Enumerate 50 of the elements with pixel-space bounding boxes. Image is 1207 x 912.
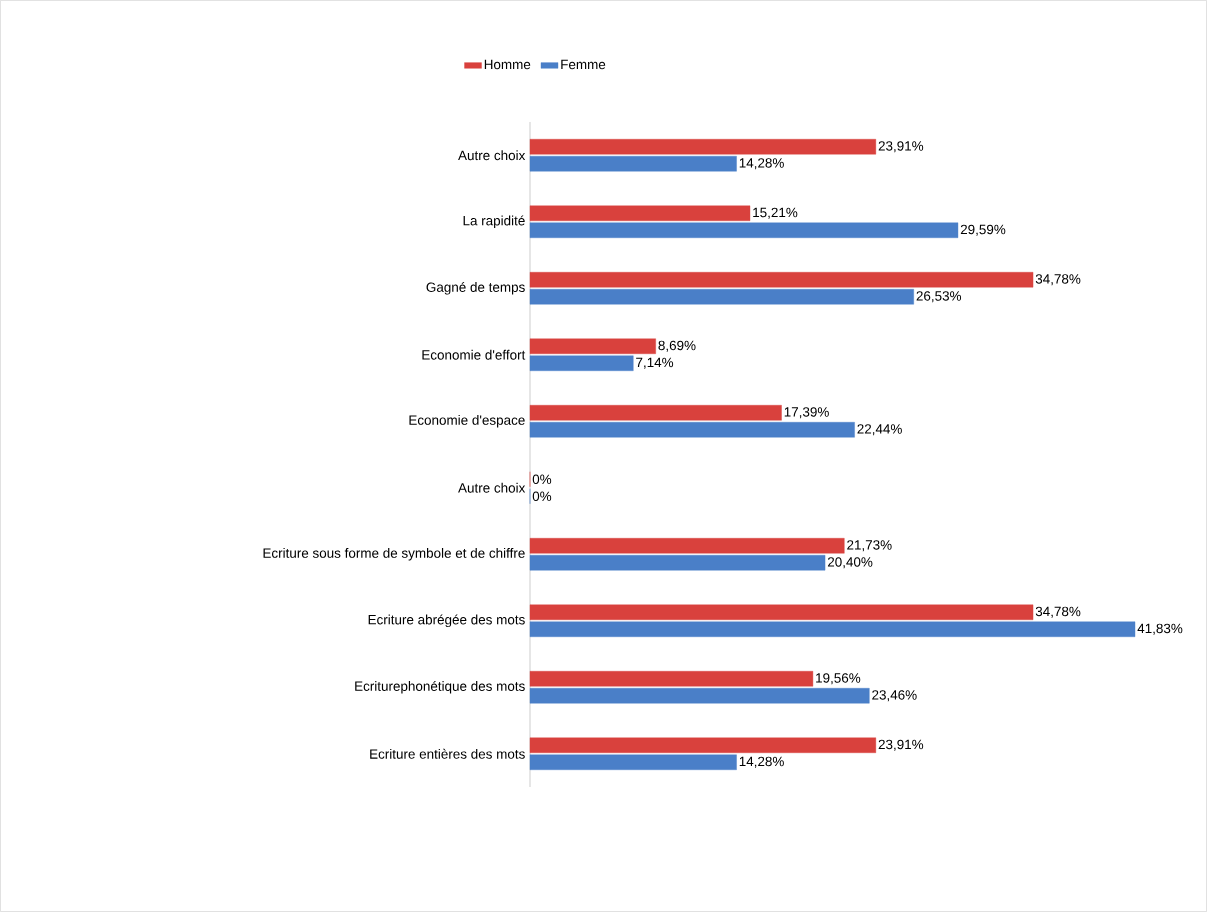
data-label: 14,28% — [739, 756, 784, 768]
bar — [529, 205, 751, 221]
bar — [529, 688, 870, 704]
data-label: 29,59% — [960, 224, 1006, 236]
bar — [529, 737, 877, 753]
bar — [529, 222, 959, 238]
bar — [529, 538, 845, 554]
bar — [529, 604, 1034, 620]
bar — [529, 555, 826, 571]
data-label: 23,46% — [872, 690, 917, 702]
data-label: 19,56% — [816, 673, 861, 685]
data-label: 23,91% — [878, 739, 924, 751]
data-label: 8,69% — [658, 340, 696, 352]
data-label: 34,78% — [1035, 606, 1081, 618]
legend-label: Femme — [561, 59, 606, 70]
bar — [529, 289, 914, 305]
y-tick-label: Ecriturephonétique des mots — [355, 680, 525, 694]
y-tick-label: Ecriture entières des mots — [370, 748, 525, 759]
y-tick-label: La rapidité — [463, 215, 525, 229]
bar — [529, 754, 737, 770]
bar — [529, 272, 1034, 288]
data-label: 0% — [532, 491, 552, 502]
data-label: 17,39% — [784, 407, 829, 419]
data-label: 41,83% — [1137, 623, 1183, 635]
bar — [529, 422, 855, 438]
y-tick-label: Autre choix — [458, 482, 526, 493]
data-label: 21,73% — [847, 540, 892, 552]
bar — [529, 139, 877, 155]
bar — [529, 621, 1136, 637]
data-label: 22,44% — [857, 424, 902, 436]
data-label: 20,40% — [827, 557, 873, 569]
y-tick-label: Autre choix — [458, 150, 526, 161]
bar — [529, 671, 814, 687]
y-tick-label: Economie d'effort — [422, 349, 526, 360]
y-tick-label: Economie d'espace — [409, 414, 525, 428]
data-label: 23,91% — [878, 141, 924, 153]
bar — [529, 156, 737, 172]
legend-label: Homme — [484, 59, 531, 70]
data-label: 15,21% — [753, 207, 798, 219]
data-label: 7,14% — [636, 357, 674, 369]
data-label: 34,78% — [1035, 274, 1081, 286]
y-tick-label: Ecriture sous forme de symbole et de chiffre — [263, 547, 525, 561]
data-label: 26,53% — [916, 291, 962, 303]
bar — [529, 338, 656, 354]
data-label: 14,28% — [739, 158, 784, 170]
y-tick-label: Ecriture abrégée des mots — [368, 614, 525, 628]
bar — [529, 355, 634, 371]
data-label: 0% — [532, 474, 552, 485]
bar — [529, 405, 782, 421]
y-tick-label: Gagné de temps — [426, 281, 525, 295]
